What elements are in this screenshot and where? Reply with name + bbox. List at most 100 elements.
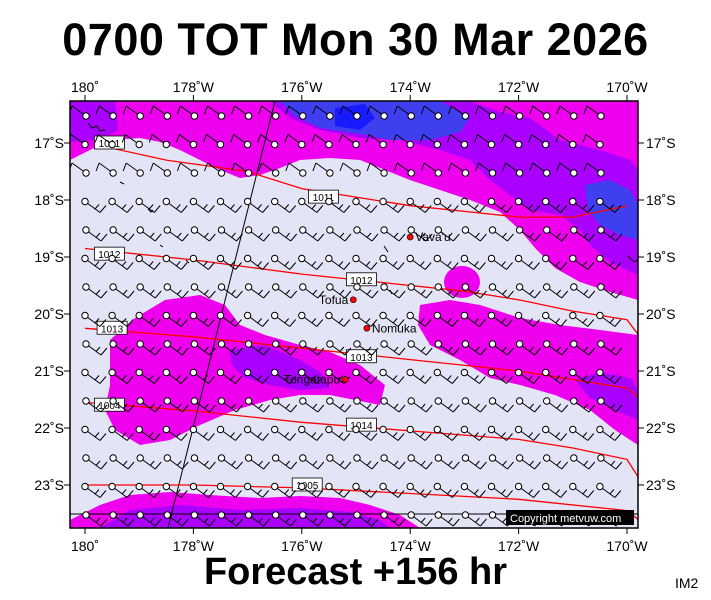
wind-barb	[461, 340, 487, 356]
island-tonga-1	[383, 245, 389, 253]
wind-barb	[298, 368, 324, 384]
wind-barb	[70, 162, 90, 177]
wind-barb	[243, 425, 269, 441]
wind-barb	[407, 283, 433, 299]
wind-barb	[380, 454, 406, 470]
wind-barb	[136, 340, 162, 356]
wind-barb	[379, 425, 405, 441]
wind-barb	[514, 254, 540, 270]
wind-barb	[272, 397, 298, 413]
wind-barb	[419, 134, 441, 149]
wind-barb	[162, 254, 188, 270]
wind-barb	[461, 226, 487, 242]
wind-barb	[121, 134, 143, 149]
isobar-label: 1004	[98, 401, 121, 412]
wind-barb	[81, 311, 107, 327]
wind-barb	[529, 105, 551, 120]
wind-barb	[380, 226, 406, 242]
wind-barb	[311, 134, 333, 149]
image-tag: IM2	[675, 575, 699, 591]
wind-barb	[312, 162, 334, 177]
wind-barb	[244, 454, 270, 470]
wind-barb	[230, 134, 252, 149]
wind-barb	[515, 397, 541, 413]
wind-barb	[258, 105, 280, 120]
wind-barb	[352, 311, 378, 327]
wind-barb	[135, 425, 161, 441]
wind-barb	[514, 482, 540, 498]
wind-barb	[406, 425, 432, 441]
rain-band-east-purple	[575, 372, 638, 420]
wind-barb	[379, 197, 405, 213]
wind-barb	[569, 197, 595, 213]
wind-barb	[407, 340, 433, 356]
isobar-label: 1014	[350, 421, 373, 432]
rain-band-mid-purple	[230, 345, 330, 390]
map-plot-area: 101110111012101210131013100410141005 Vav…	[70, 101, 638, 528]
wind-barb	[392, 134, 414, 149]
wind-barb	[488, 226, 514, 242]
lon-label-top: 180˚	[71, 79, 99, 95]
wind-barb	[95, 105, 117, 120]
wind-barb	[542, 254, 568, 270]
wind-barb	[190, 511, 216, 527]
isobar-label: 1013	[101, 324, 124, 335]
wind-barb	[597, 226, 623, 242]
lat-label-left: 19˚S	[34, 249, 64, 265]
wind-barb	[216, 425, 242, 441]
wind-barb	[82, 226, 108, 242]
wind-barb	[82, 454, 108, 470]
wind-barb	[216, 197, 242, 213]
wind-barb	[420, 162, 442, 177]
wind-barb	[189, 311, 215, 327]
wind-barb	[243, 197, 269, 213]
wind-barb	[244, 340, 270, 356]
wind-barb	[570, 226, 596, 242]
wind-barb	[326, 340, 352, 356]
wind-barb	[434, 454, 460, 470]
wind-barb	[555, 134, 577, 149]
wind-barb	[326, 283, 352, 299]
wind-barb	[95, 162, 117, 177]
wind-barb	[325, 197, 351, 213]
wind-barb	[339, 105, 361, 120]
wind-barb	[135, 254, 161, 270]
isobar-label-box	[346, 272, 377, 287]
wind-barb	[204, 162, 226, 177]
wind-barb	[299, 511, 325, 527]
wind-barb	[217, 226, 243, 242]
wind-barb	[81, 425, 107, 441]
wind-barb	[108, 482, 134, 498]
wind-barb	[217, 511, 243, 527]
wind-barb	[149, 162, 172, 177]
wind-barb	[542, 425, 568, 441]
wind-barb	[243, 254, 269, 270]
wind-barb	[379, 482, 405, 498]
lat-label-right: 21˚S	[646, 363, 676, 379]
wind-barb	[488, 454, 514, 470]
wind-barb	[447, 105, 470, 120]
wind-barb	[163, 454, 189, 470]
wind-barb	[109, 226, 135, 242]
wind-barb	[407, 511, 433, 527]
wind-barb	[570, 283, 596, 299]
wind-barb	[271, 482, 297, 498]
wind-barb	[353, 340, 379, 356]
wind-barb	[461, 283, 487, 299]
wind-barb	[81, 254, 107, 270]
wind-barb	[582, 134, 604, 149]
island-fiji-5	[185, 259, 190, 264]
wind-barb	[379, 254, 405, 270]
wind-barb	[501, 134, 523, 149]
wind-barb	[272, 454, 298, 470]
wind-barb	[570, 454, 596, 470]
wind-barb	[81, 368, 107, 384]
wind-barb	[243, 311, 269, 327]
lat-label-left: 23˚S	[34, 477, 64, 493]
wind-barb	[365, 134, 387, 149]
wind-barb	[163, 283, 189, 299]
wind-barb	[190, 340, 216, 356]
wind-barb	[271, 254, 297, 270]
wind-barb	[542, 368, 568, 384]
place-marker	[341, 376, 349, 383]
